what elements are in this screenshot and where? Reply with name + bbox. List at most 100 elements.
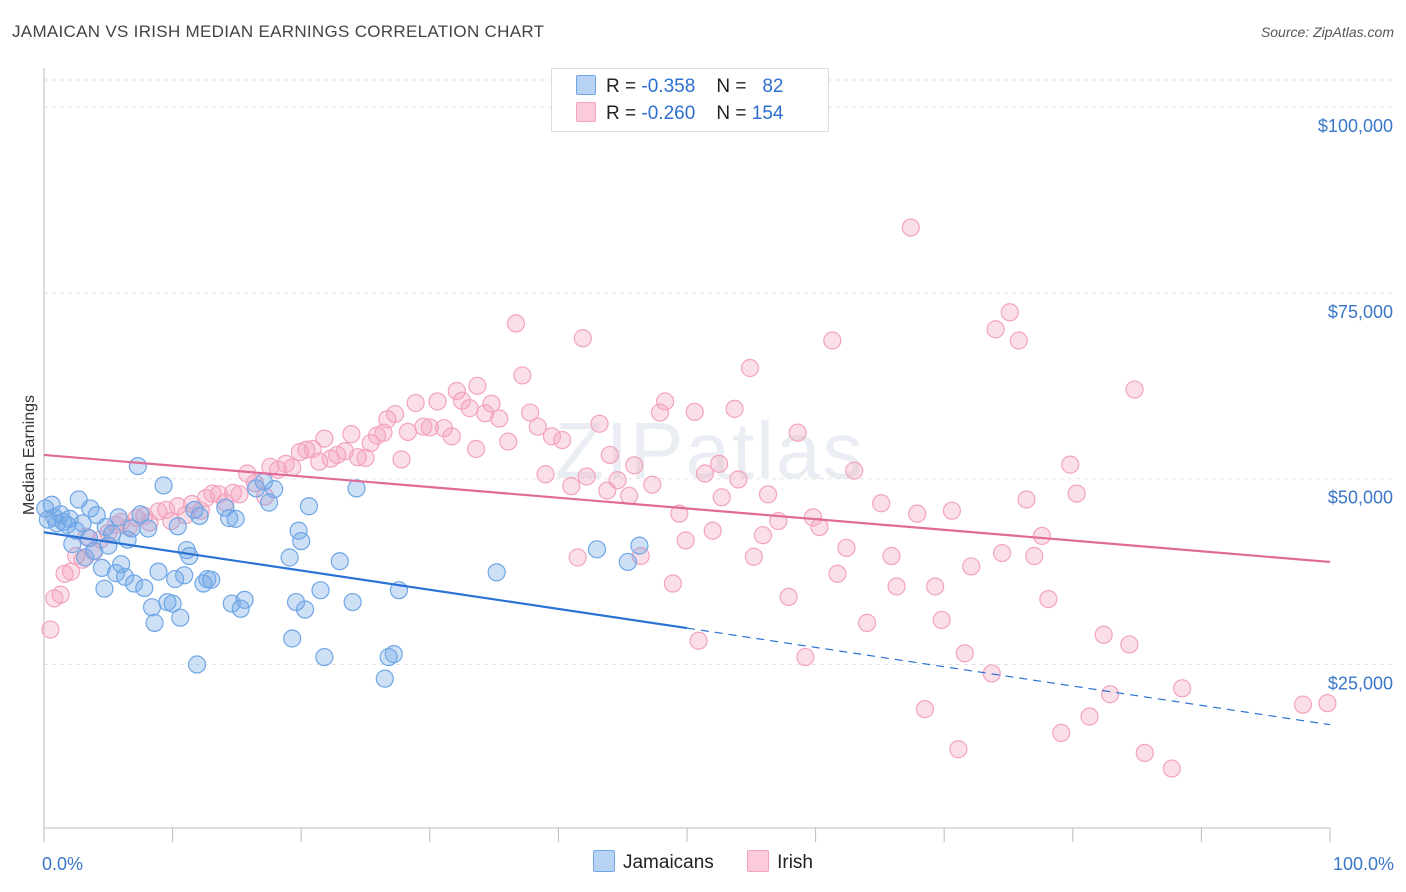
irish-point-147 <box>1162 759 1181 778</box>
jamaicans-point-35 <box>145 613 164 632</box>
jamaicans-point-24 <box>109 508 128 527</box>
jamaicans-point-39 <box>163 594 182 613</box>
legend-item-irish[interactable]: Irish <box>747 850 813 874</box>
jamaicans-swatch <box>576 75 596 95</box>
irish-point-86 <box>625 456 644 475</box>
legend-jamaicans-label: Jamaicans <box>622 852 714 873</box>
irish-point-107 <box>779 587 798 606</box>
grid-lines <box>44 79 1392 666</box>
irish-point-132 <box>1000 303 1019 322</box>
jamaicans-trend-line <box>43 531 688 630</box>
jamaicans-point-79 <box>618 552 637 572</box>
jamaicans-point-46 <box>185 500 204 520</box>
irish-point-36 <box>283 458 302 477</box>
irish-point-103 <box>744 547 763 566</box>
irish-point-54 <box>398 422 418 442</box>
irish-point-64 <box>466 439 486 459</box>
jamaicans-point-56 <box>231 599 250 618</box>
legend-item-jamaicans[interactable]: Jamaicans <box>592 850 714 874</box>
jamaicans-point-40 <box>166 569 185 589</box>
jamaicans-point-72 <box>343 592 362 612</box>
irish-point-109 <box>796 647 815 667</box>
irish-point-2 <box>51 585 70 604</box>
irish-point-105 <box>758 485 778 504</box>
irish-point-61 <box>447 381 466 401</box>
jamaicans-point-19 <box>95 579 114 598</box>
jamaicans-point-48 <box>190 506 209 525</box>
irish-point-74 <box>536 465 555 484</box>
irish-point-134 <box>1017 490 1036 509</box>
jamaicans-r-label: R = <box>606 76 637 97</box>
jamaicans-point-57 <box>235 590 254 609</box>
jamaicans-point-76 <box>384 645 403 664</box>
source-label: Source: ZipAtlas.com <box>1260 24 1394 40</box>
irish-point-98 <box>710 454 729 473</box>
irish-point-131 <box>992 543 1012 563</box>
irish-point-84 <box>608 471 627 490</box>
irish-point-0 <box>41 620 60 639</box>
irish-point-148 <box>1173 679 1192 698</box>
jamaicans-point-69 <box>311 581 330 600</box>
jamaicans-point-5 <box>51 505 70 524</box>
irish-point-144 <box>1120 635 1139 654</box>
jamaicans-point-75 <box>379 647 398 667</box>
irish-point-89 <box>650 403 670 422</box>
jamaicans-point-65 <box>289 521 308 540</box>
irish-n-label: N = <box>716 103 747 124</box>
irish-r-label: R = <box>606 103 637 124</box>
irish-point-77 <box>562 477 581 496</box>
jamaicans-point-67 <box>295 600 315 619</box>
irish-point-118 <box>882 546 901 566</box>
irish-r-value: -0.260 <box>641 103 696 124</box>
jamaicans-point-26 <box>115 567 135 586</box>
irish-point-57 <box>420 418 439 437</box>
irish-point-90 <box>656 392 675 411</box>
jamaicans-point-18 <box>92 558 111 578</box>
jamaicans-point-43 <box>175 566 194 585</box>
irish-point-114 <box>837 538 856 557</box>
trend-lines <box>43 453 1331 726</box>
irish-point-17 <box>149 502 168 521</box>
jamaicans-point-13 <box>76 548 95 567</box>
irish-point-58 <box>428 392 447 411</box>
irish-point-111 <box>810 517 829 537</box>
jamaicans-point-52 <box>216 498 235 517</box>
jamaicans-point-33 <box>139 519 158 538</box>
jamaicans-point-15 <box>81 499 100 518</box>
jamaicans-point-42 <box>171 608 190 627</box>
legend-jamaicans-swatch <box>592 850 615 872</box>
irish-trend-line <box>43 453 1331 564</box>
irish-point-124 <box>932 610 951 630</box>
irish-point-75 <box>542 427 562 446</box>
irish-point-149 <box>1293 695 1313 714</box>
axes <box>43 68 1331 842</box>
irish-point-146 <box>1135 743 1154 763</box>
jamaicans-point-80 <box>630 536 649 555</box>
jamaicans-point-62 <box>280 548 299 567</box>
irish-point-122 <box>915 699 935 719</box>
irish-point-113 <box>828 564 847 583</box>
jamaicans-point-36 <box>149 562 168 581</box>
stats-row-irish: R = -0.260 N = 154 <box>576 102 783 128</box>
jamaicans-point-71 <box>330 552 349 571</box>
jamaicans-point-34 <box>142 598 162 617</box>
irish-point-136 <box>1032 526 1052 546</box>
irish-point-150 <box>1318 694 1337 713</box>
jamaicans-n-label: N = <box>716 76 747 97</box>
jamaicans-point-70 <box>315 647 334 667</box>
irish-point-99 <box>712 488 731 507</box>
jamaicans-point-23 <box>106 564 126 583</box>
jamaicans-point-37 <box>154 476 173 495</box>
irish-point-130 <box>986 320 1005 339</box>
irish-point-126 <box>949 740 968 759</box>
irish-point-112 <box>823 331 842 350</box>
irish-point-60 <box>442 427 461 446</box>
irish-point-140 <box>1067 484 1086 503</box>
irish-point-83 <box>600 445 619 465</box>
irish-point-100 <box>725 399 744 418</box>
irish-point-38 <box>297 440 316 459</box>
irish-point-72 <box>521 403 540 422</box>
tick-labels: $25,000 $50,000 $75,000 $100,000 0.0% 100.0% <box>42 116 1394 874</box>
irish-point-135 <box>1025 546 1044 566</box>
